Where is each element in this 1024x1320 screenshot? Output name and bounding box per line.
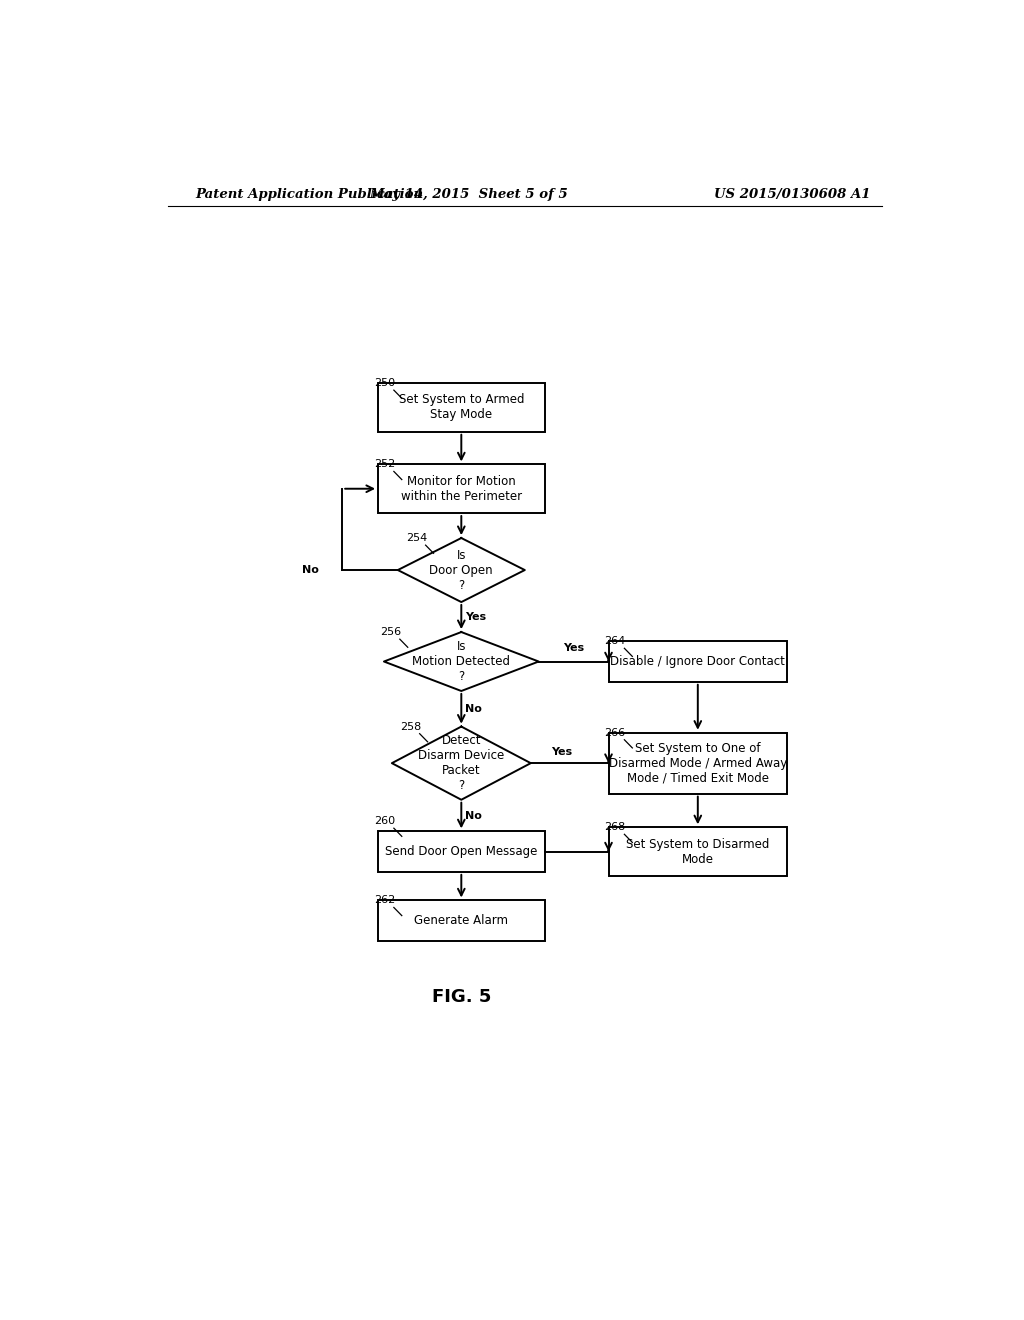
Text: 264: 264 — [604, 636, 626, 647]
Text: 268: 268 — [604, 822, 626, 833]
FancyBboxPatch shape — [378, 465, 545, 513]
FancyBboxPatch shape — [608, 733, 787, 793]
Text: 250: 250 — [374, 378, 395, 388]
Text: 266: 266 — [604, 727, 626, 738]
Text: US 2015/0130608 A1: US 2015/0130608 A1 — [714, 189, 870, 202]
Text: Patent Application Publication: Patent Application Publication — [196, 189, 424, 202]
Text: 260: 260 — [374, 816, 395, 826]
Text: FIG. 5: FIG. 5 — [432, 987, 490, 1006]
Text: No: No — [465, 810, 482, 821]
Text: Detect
Disarm Device
Packet
?: Detect Disarm Device Packet ? — [418, 734, 505, 792]
Text: Generate Alarm: Generate Alarm — [415, 915, 508, 927]
Text: 252: 252 — [374, 459, 395, 470]
Text: Set System to Armed
Stay Mode: Set System to Armed Stay Mode — [398, 393, 524, 421]
Text: Is
Door Open
?: Is Door Open ? — [429, 549, 494, 591]
Text: May 14, 2015  Sheet 5 of 5: May 14, 2015 Sheet 5 of 5 — [370, 189, 568, 202]
Text: No: No — [465, 704, 482, 714]
Text: Yes: Yes — [551, 747, 572, 758]
Text: Monitor for Motion
within the Perimeter: Monitor for Motion within the Perimeter — [400, 475, 522, 503]
Text: 254: 254 — [406, 533, 427, 543]
Text: 258: 258 — [399, 722, 421, 731]
Polygon shape — [384, 632, 539, 690]
FancyBboxPatch shape — [378, 900, 545, 941]
Text: No: No — [302, 565, 318, 576]
Text: Send Door Open Message: Send Door Open Message — [385, 845, 538, 858]
Text: 256: 256 — [380, 627, 401, 638]
Text: Is
Motion Detected
?: Is Motion Detected ? — [413, 640, 510, 682]
Text: Yes: Yes — [465, 612, 486, 622]
Text: Set System to One of
Disarmed Mode / Armed Away
Mode / Timed Exit Mode: Set System to One of Disarmed Mode / Arm… — [608, 742, 786, 784]
FancyBboxPatch shape — [608, 828, 787, 876]
FancyBboxPatch shape — [378, 832, 545, 873]
Text: Set System to Disarmed
Mode: Set System to Disarmed Mode — [626, 838, 769, 866]
Text: Disable / Ignore Door Contact: Disable / Ignore Door Contact — [610, 655, 785, 668]
FancyBboxPatch shape — [608, 642, 787, 682]
Polygon shape — [392, 726, 530, 800]
Polygon shape — [397, 539, 524, 602]
Text: Yes: Yes — [563, 643, 584, 653]
FancyBboxPatch shape — [378, 383, 545, 432]
Text: 262: 262 — [374, 895, 395, 906]
